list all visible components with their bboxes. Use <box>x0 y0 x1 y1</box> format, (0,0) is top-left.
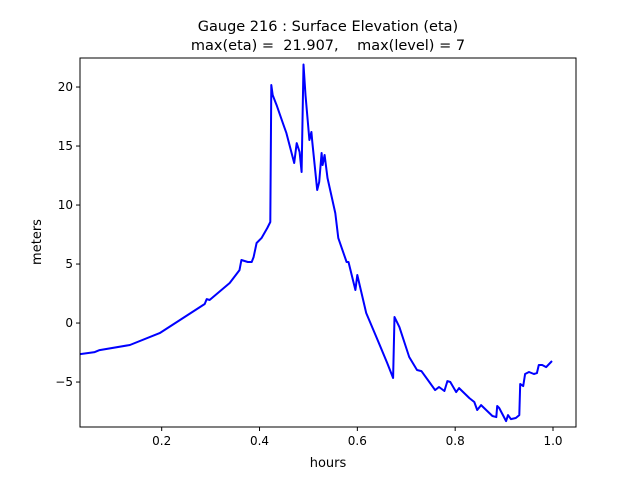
x-tick-label: 1.0 <box>543 434 562 448</box>
plot-area: 0.2 0.4 0.6 0.8 1.0 −5 0 5 10 15 20 <box>55 57 577 448</box>
x-tick-label: 0.2 <box>152 434 171 448</box>
y-tick-label: 0 <box>65 316 73 330</box>
x-tick-label: 0.8 <box>446 434 465 448</box>
y-tick-label: 15 <box>58 139 73 153</box>
chart-subtitle: max(eta) = 21.907, max(level) = 7 <box>191 38 465 54</box>
y-tick-label: 20 <box>58 80 73 94</box>
chart-title: Gauge 216 : Surface Elevation (eta) <box>198 19 458 35</box>
y-axis-label: meters <box>30 219 45 265</box>
x-tick-label: 0.4 <box>250 434 269 448</box>
y-tick-label: −5 <box>55 375 73 389</box>
y-tick-label: 5 <box>65 257 73 271</box>
plot-frame <box>79 57 577 428</box>
x-tick-label: 0.6 <box>348 434 367 448</box>
x-axis-label: hours <box>310 456 347 471</box>
y-tick-label: 10 <box>58 198 73 212</box>
series-line-eta <box>80 63 553 423</box>
